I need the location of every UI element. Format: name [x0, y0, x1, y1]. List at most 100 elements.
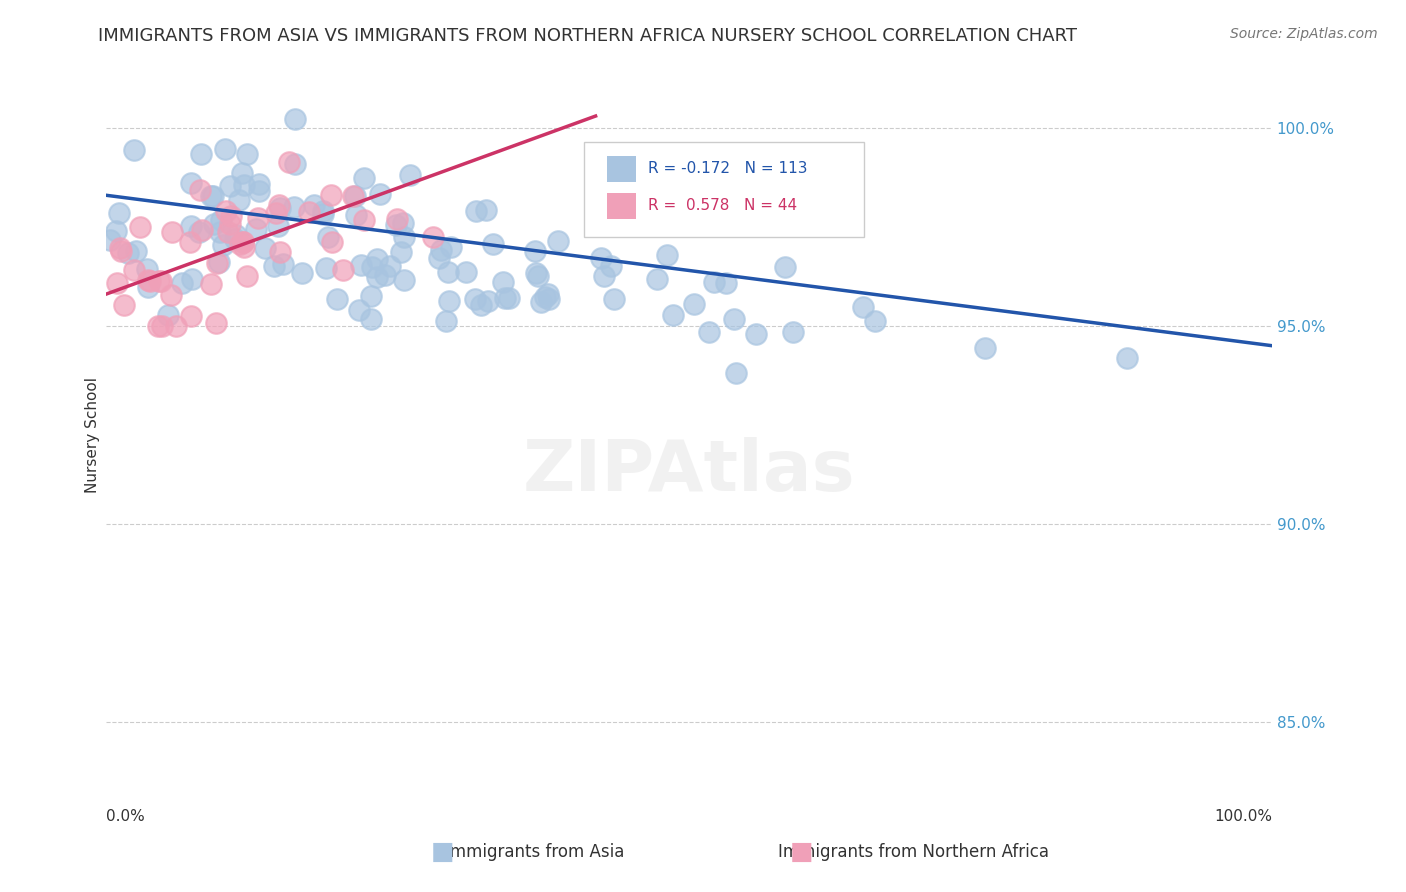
- Point: [191, 223, 214, 237]
- Point: [129, 220, 152, 235]
- Point: [782, 326, 804, 340]
- Point: [271, 256, 294, 270]
- Point: [464, 292, 486, 306]
- Text: IMMIGRANTS FROM ASIA VS IMMIGRANTS FROM NORTHERN AFRICA NURSERY SCHOOL CORRELATI: IMMIGRANTS FROM ASIA VS IMMIGRANTS FROM …: [98, 27, 1077, 45]
- Point: [136, 280, 159, 294]
- Point: [205, 256, 228, 270]
- Point: [150, 318, 173, 333]
- Point: [524, 266, 547, 280]
- Text: Immigrants from Asia: Immigrants from Asia: [444, 843, 624, 861]
- Point: [392, 273, 415, 287]
- Point: [773, 260, 796, 275]
- Point: [181, 272, 204, 286]
- Text: R =  0.578   N = 44: R = 0.578 N = 44: [648, 198, 797, 213]
- Point: [200, 277, 222, 291]
- Point: [537, 287, 560, 301]
- Point: [165, 318, 187, 333]
- Point: [208, 255, 231, 269]
- Point: [361, 260, 384, 274]
- Point: [156, 308, 179, 322]
- Point: [200, 189, 222, 203]
- Point: [498, 291, 520, 305]
- Point: [378, 259, 401, 273]
- Text: Immigrants from Northern Africa: Immigrants from Northern Africa: [779, 843, 1049, 861]
- Point: [385, 218, 408, 232]
- Point: [437, 294, 460, 309]
- Point: [430, 243, 453, 257]
- Point: [254, 241, 277, 255]
- Point: [350, 258, 373, 272]
- Point: [219, 217, 242, 231]
- Point: [247, 177, 270, 191]
- Point: [657, 248, 679, 262]
- Point: [723, 311, 745, 326]
- Point: [360, 289, 382, 303]
- Point: [683, 297, 706, 311]
- Point: [482, 237, 505, 252]
- Point: [269, 197, 291, 211]
- Point: [686, 174, 709, 188]
- Point: [523, 244, 546, 259]
- Point: [434, 313, 457, 327]
- Point: [146, 318, 169, 333]
- Point: [392, 216, 415, 230]
- Point: [673, 209, 696, 223]
- Point: [368, 186, 391, 201]
- Point: [228, 237, 250, 252]
- Point: [188, 183, 211, 197]
- Point: [218, 179, 240, 194]
- Point: [312, 204, 335, 219]
- Point: [136, 261, 159, 276]
- Point: [266, 219, 288, 233]
- Point: [104, 224, 127, 238]
- Point: [360, 311, 382, 326]
- Point: [332, 262, 354, 277]
- Point: [475, 202, 498, 217]
- Point: [231, 166, 253, 180]
- Point: [347, 302, 370, 317]
- Point: [139, 275, 162, 289]
- Point: [232, 235, 254, 249]
- Point: [321, 235, 343, 250]
- Point: [353, 212, 375, 227]
- Text: ZIPAtlas: ZIPAtlas: [523, 437, 855, 506]
- Point: [547, 234, 569, 248]
- Point: [246, 211, 269, 225]
- Point: [344, 208, 367, 222]
- Point: [148, 274, 170, 288]
- Point: [703, 275, 725, 289]
- Point: [526, 269, 548, 284]
- Point: [263, 259, 285, 273]
- Point: [228, 193, 250, 207]
- Point: [530, 295, 553, 310]
- Point: [538, 292, 561, 306]
- Point: [973, 341, 995, 355]
- Point: [697, 325, 720, 339]
- Point: [188, 225, 211, 239]
- Point: [159, 287, 181, 301]
- Point: [852, 300, 875, 314]
- Point: [389, 244, 412, 259]
- Point: [492, 275, 515, 289]
- Point: [225, 228, 247, 243]
- Point: [661, 308, 683, 322]
- Point: [470, 298, 492, 312]
- Point: [593, 268, 616, 283]
- Point: [440, 240, 463, 254]
- Y-axis label: Nursery School: Nursery School: [86, 376, 100, 492]
- Point: [1116, 351, 1139, 365]
- Point: [136, 273, 159, 287]
- Point: [326, 292, 349, 306]
- Point: [160, 225, 183, 239]
- Point: [745, 326, 768, 341]
- Text: ■: ■: [790, 840, 813, 863]
- Point: [110, 244, 132, 258]
- Point: [278, 155, 301, 169]
- Point: [180, 219, 202, 233]
- FancyBboxPatch shape: [607, 193, 637, 219]
- Point: [315, 261, 337, 276]
- Point: [108, 241, 131, 255]
- Point: [374, 268, 396, 283]
- Point: [212, 238, 235, 252]
- Point: [245, 221, 267, 235]
